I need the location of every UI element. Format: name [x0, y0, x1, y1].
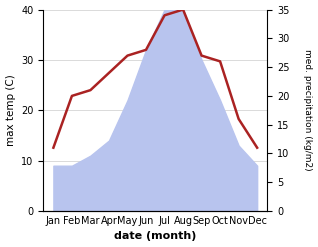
Y-axis label: med. precipitation (kg/m2): med. precipitation (kg/m2) — [303, 49, 313, 171]
Y-axis label: max temp (C): max temp (C) — [5, 74, 16, 146]
X-axis label: date (month): date (month) — [114, 231, 197, 242]
